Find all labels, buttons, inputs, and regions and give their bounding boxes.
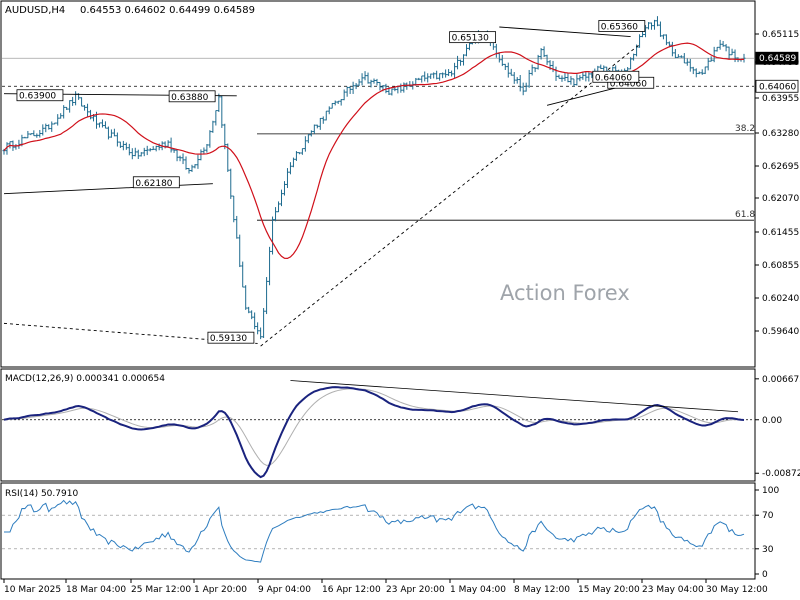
price-tick-label: 0.61455	[762, 228, 799, 238]
time-tick-label: 15 May 20:00	[578, 585, 640, 595]
time-tick-label: 10 Mar 2025	[4, 585, 61, 595]
time-tick-label: 1 Apr 20:00	[194, 585, 247, 595]
macd-panel-frame	[0, 368, 756, 482]
macd-indicator: 0.006675 0.00 -0.008724	[2, 375, 800, 479]
macd-tick-label: -0.008724	[762, 469, 800, 479]
price-bars	[2, 16, 746, 340]
price-tick-label: 0.63280	[762, 129, 799, 139]
level-label-box	[16, 89, 64, 102]
level-labels: 0.63900 0.63880 0.62180 0.59130 0.65130 0.653…	[16, 20, 655, 344]
price-box-label: 0.64060	[759, 82, 796, 92]
level-label: 0.65130	[452, 34, 489, 44]
time-tick-label: 30 May 12:00	[706, 585, 768, 595]
time-tick-label: 9 Apr 04:00	[258, 585, 311, 595]
time-tick-label: 1 May 04:00	[450, 585, 506, 595]
level-label: 0.62180	[135, 179, 172, 189]
rsi-panel-frame	[0, 482, 756, 580]
level-label-box	[598, 20, 646, 32]
level-label-box	[207, 331, 255, 344]
macd-signal-line	[3, 388, 745, 466]
macd-divergence-line	[290, 380, 739, 413]
price-axis: 0.651150.647900.639550.632800.626950.620…	[755, 30, 799, 337]
rsi-tick-label: 30	[762, 545, 774, 555]
time-tick-label: 23 Apr 20:00	[386, 585, 445, 595]
price-tick-label: 0.62695	[762, 162, 799, 172]
macd-tick-label: 0.00	[762, 416, 782, 426]
level-label: 0.64060	[610, 79, 647, 89]
triangle-upper-line	[499, 26, 631, 37]
time-tick-label: 18 Mar 04:00	[66, 585, 126, 595]
price-box	[755, 79, 799, 93]
level-label-box	[592, 70, 640, 83]
rsi-line	[4, 499, 745, 563]
level-label: 0.64060	[595, 73, 632, 83]
support-trend-line	[3, 183, 213, 195]
level-label-box	[132, 176, 180, 189]
price-panel-frame	[0, 0, 756, 368]
time-tick-label: 23 May 04:00	[642, 585, 704, 595]
chart-symbol: AUDUSD,H4	[5, 5, 65, 16]
price-tick-label: 0.65115	[762, 30, 799, 40]
level-label-box	[168, 90, 216, 103]
time-tick-label: 25 Mar 12:00	[131, 585, 191, 595]
time-axis: 10 Mar 2025 18 Mar 04:00 25 Mar 12:00 1 Apr…	[3, 579, 768, 595]
price-tick-label: 0.60855	[762, 261, 799, 271]
fib-level-label: 38.2	[735, 124, 755, 134]
price-tick-label: 0.59640	[762, 327, 799, 337]
watermark: Action Forex	[500, 281, 630, 305]
time-tick-label: 8 May 12:00	[514, 585, 570, 595]
chart-ohlc: 0.64553 0.64602 0.64499 0.64589	[80, 5, 255, 16]
rsi-title: RSI(14) 50.7910	[5, 489, 78, 499]
rising-trend-line-dashed	[260, 44, 640, 347]
level-label: 0.65360	[601, 22, 638, 32]
rsi-indicator: 100 70 30 0	[2, 486, 779, 580]
price-tick-label: 0.60240	[762, 294, 799, 304]
macd-tick-label: 0.006675	[762, 375, 800, 385]
price-box	[755, 51, 799, 65]
macd-title: MACD(12,26,9) 0.000341 0.000654	[5, 374, 165, 384]
rsi-tick-label: 70	[762, 511, 774, 521]
level-label-box	[449, 31, 497, 44]
price-tick-label: 0.62070	[762, 194, 799, 204]
level-label: 0.63880	[171, 93, 208, 103]
rsi-tick-label: 0	[762, 570, 768, 580]
rsi-tick-label: 100	[762, 486, 779, 496]
level-label: 0.59130	[210, 334, 247, 344]
price-box-label: 0.64589	[759, 54, 796, 64]
macd-line	[3, 386, 745, 479]
time-tick-label: 16 Apr 12:00	[322, 585, 381, 595]
level-label: 0.63900	[19, 92, 56, 102]
price-tick-label: 0.63955	[762, 94, 799, 104]
fib-level-label: 61.8	[735, 210, 755, 220]
